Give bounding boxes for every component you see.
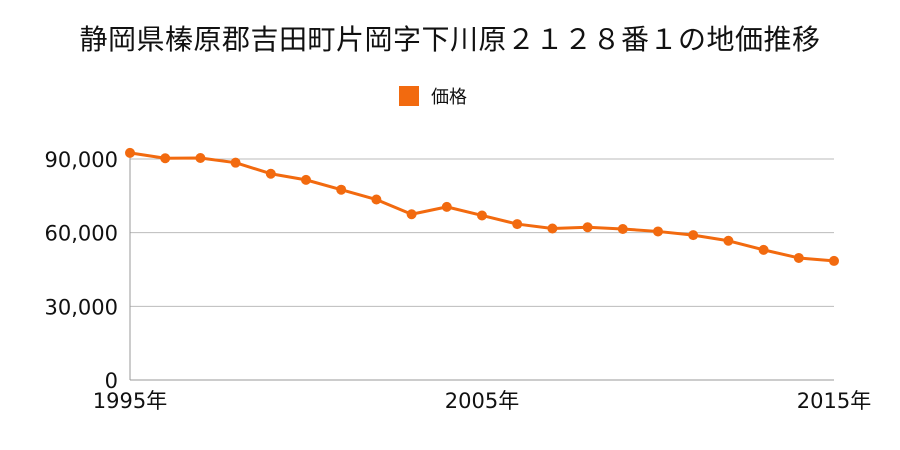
data-point (195, 153, 206, 164)
legend: 価格 (399, 86, 467, 108)
x-tick-label: 1995年 (93, 389, 167, 413)
data-point (336, 184, 347, 195)
y-tick-label: 90,000 (45, 148, 118, 172)
data-point (547, 223, 558, 234)
legend-label: 価格 (431, 87, 467, 108)
data-point (125, 147, 135, 158)
data-point (793, 252, 804, 263)
x-tick-label: 2005年 (445, 389, 519, 413)
data-point (406, 209, 417, 220)
data-point (477, 210, 487, 221)
data-point (723, 235, 734, 246)
series-price (125, 147, 839, 266)
data-point (160, 153, 171, 164)
data-point (265, 168, 276, 179)
y-tick-label: 60,000 (45, 222, 118, 246)
data-point (512, 219, 523, 230)
y-tick-label: 0 (105, 369, 118, 393)
data-point (441, 201, 452, 212)
data-point (829, 255, 839, 266)
data-point (301, 174, 311, 185)
gridlines (130, 158, 834, 307)
x-tick-labels: 1995年 2005年 2015年 (93, 389, 871, 413)
data-point (582, 222, 593, 233)
x-tick-label: 2015年 (797, 389, 871, 413)
data-point (758, 244, 769, 255)
data-point (230, 157, 241, 168)
y-tick-label: 30,000 (45, 295, 118, 319)
y-tick-labels: 0 30,000 60,000 90,000 (45, 148, 118, 393)
legend-swatch (399, 86, 419, 106)
axes (129, 149, 834, 381)
data-point (653, 226, 663, 237)
data-point (371, 194, 382, 205)
chart-title: 静岡県榛原郡吉田町片岡字下川原２１２８番１の地価推移 (79, 23, 821, 56)
data-point (688, 230, 699, 241)
data-point (617, 223, 628, 234)
